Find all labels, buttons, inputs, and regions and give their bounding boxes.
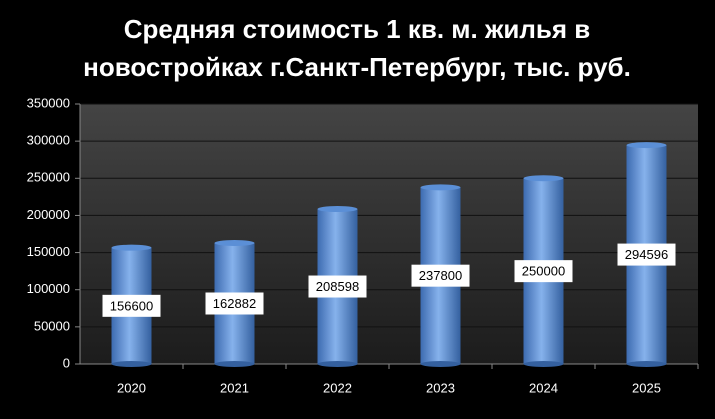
value-label-box (617, 243, 676, 266)
y-tick-label: 150000 (27, 244, 70, 259)
value-label-box (102, 294, 161, 317)
value-label: 237800 (419, 268, 462, 283)
value-label-box (411, 264, 470, 287)
y-tick-label: 300000 (27, 133, 70, 148)
value-label-box (205, 292, 264, 315)
bar-top (214, 240, 255, 247)
y-tick-label: 100000 (27, 281, 70, 296)
x-tick-label: 2021 (220, 380, 249, 395)
value-label: 162882 (213, 296, 256, 311)
y-tick-label: 200000 (27, 207, 70, 222)
bar-base (214, 361, 255, 367)
chart-title: новостройках г.Санкт-Петербург, тыс. руб… (83, 52, 631, 82)
bar-base (626, 361, 667, 367)
y-tick-label: 250000 (27, 170, 70, 185)
value-label: 294596 (625, 247, 668, 262)
y-tick-label: 50000 (34, 318, 70, 333)
bar-base (317, 361, 358, 367)
value-label: 208598 (316, 279, 359, 294)
value-label-box (514, 260, 573, 283)
y-tick-label: 0 (63, 355, 70, 370)
value-label: 250000 (522, 264, 565, 279)
bar-base (420, 361, 461, 367)
bar-top (626, 142, 667, 149)
bar-top (317, 206, 358, 213)
bar-top (420, 184, 461, 191)
y-tick-label: 350000 (27, 95, 70, 110)
bar-top (111, 244, 152, 251)
value-label: 156600 (110, 298, 153, 313)
bar-base (523, 361, 564, 367)
bar-top (523, 175, 564, 182)
value-label-box (308, 275, 367, 298)
x-tick-label: 2020 (117, 380, 146, 395)
x-tick-label: 2023 (426, 380, 455, 395)
x-tick-label: 2024 (529, 380, 558, 395)
x-tick-label: 2022 (323, 380, 352, 395)
plot-area (80, 104, 698, 364)
x-tick-label: 2025 (632, 380, 661, 395)
bar-base (111, 361, 152, 367)
chart-title: Средняя стоимость 1 кв. м. жилья в (124, 14, 591, 44)
